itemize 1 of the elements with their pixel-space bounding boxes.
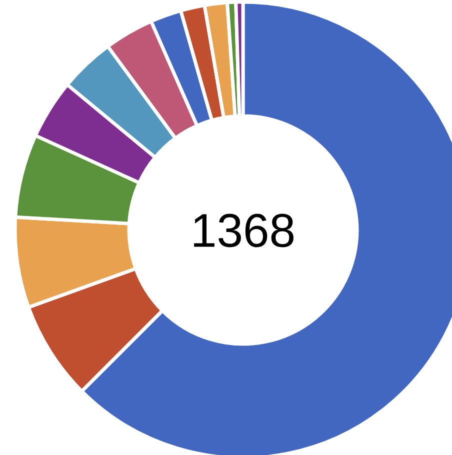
text: 1368: [194, 214, 294, 248]
